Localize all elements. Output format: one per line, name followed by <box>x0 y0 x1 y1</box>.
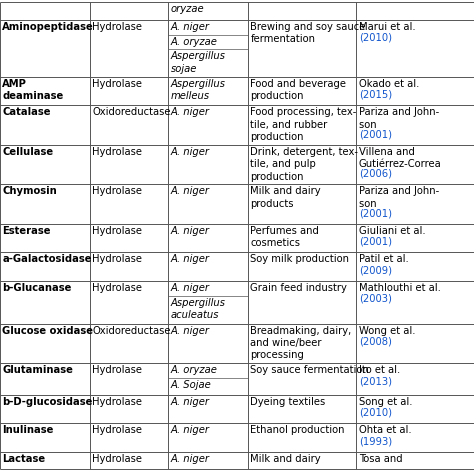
Text: A. niger: A. niger <box>171 22 210 32</box>
Text: Tosa and: Tosa and <box>359 454 402 464</box>
Text: Patil et al.: Patil et al. <box>359 254 412 264</box>
Text: Oxidoreductase: Oxidoreductase <box>92 326 171 336</box>
Text: Aspergillus
sojae: Aspergillus sojae <box>171 51 226 74</box>
Text: Glutaminase: Glutaminase <box>2 365 73 375</box>
Text: Soy milk production: Soy milk production <box>250 254 349 264</box>
Text: A. niger: A. niger <box>171 326 210 336</box>
Text: (1993): (1993) <box>359 436 392 446</box>
Text: Aminopeptidase: Aminopeptidase <box>2 22 94 32</box>
Text: (2015): (2015) <box>359 90 392 100</box>
Text: Dyeing textiles: Dyeing textiles <box>250 397 326 407</box>
Text: Food and beverage
production: Food and beverage production <box>250 79 346 101</box>
Text: Ohta et al.: Ohta et al. <box>359 425 415 435</box>
Text: (2010): (2010) <box>359 33 392 43</box>
Text: A. niger: A. niger <box>171 186 210 196</box>
Text: Soy sauce fermentation: Soy sauce fermentation <box>250 365 369 375</box>
Text: Chymosin: Chymosin <box>2 186 57 196</box>
Text: Inulinase: Inulinase <box>2 425 54 435</box>
Text: (2001): (2001) <box>359 129 392 139</box>
Text: A. niger: A. niger <box>171 147 210 157</box>
Text: Breadmaking, dairy,
and wine/beer
processing: Breadmaking, dairy, and wine/beer proces… <box>250 326 352 360</box>
Text: A. niger: A. niger <box>171 226 210 236</box>
Text: Mathlouthi et al.: Mathlouthi et al. <box>359 283 441 293</box>
Text: Catalase: Catalase <box>2 107 51 117</box>
Text: Marui et al.: Marui et al. <box>359 22 415 32</box>
Text: Pariza and John-
son: Pariza and John- son <box>359 107 439 130</box>
Text: (2010): (2010) <box>359 408 392 418</box>
Text: Grain feed industry: Grain feed industry <box>250 283 347 293</box>
Text: Brewing and soy sauce
fermentation: Brewing and soy sauce fermentation <box>250 22 365 44</box>
Text: (2013): (2013) <box>359 376 392 386</box>
Text: Drink, detergent, tex-
tile, and pulp
production: Drink, detergent, tex- tile, and pulp pr… <box>250 147 358 182</box>
Text: b-D-glucosidase: b-D-glucosidase <box>2 397 93 407</box>
Text: Hydrolase: Hydrolase <box>92 186 142 196</box>
Text: Hydrolase: Hydrolase <box>92 22 142 32</box>
Text: Aspergillus
aculeatus: Aspergillus aculeatus <box>171 298 226 320</box>
Text: Hydrolase: Hydrolase <box>92 397 142 407</box>
Text: AMP
deaminase: AMP deaminase <box>2 79 64 101</box>
Text: Hydrolase: Hydrolase <box>92 147 142 157</box>
Text: A. niger: A. niger <box>171 283 210 293</box>
Text: Cellulase: Cellulase <box>2 147 54 157</box>
Text: Hydrolase: Hydrolase <box>92 283 142 293</box>
Text: A. niger: A. niger <box>171 397 210 407</box>
Text: (2003): (2003) <box>359 294 392 304</box>
Text: Milk and dairy: Milk and dairy <box>250 454 321 464</box>
Text: A. Sojae: A. Sojae <box>171 380 211 390</box>
Text: A. niger: A. niger <box>171 254 210 264</box>
Text: A. niger: A. niger <box>171 107 210 117</box>
Text: b-Glucanase: b-Glucanase <box>2 283 72 293</box>
Text: a-Galactosidase: a-Galactosidase <box>2 254 92 264</box>
Text: Okado et al.: Okado et al. <box>359 79 419 89</box>
Text: Esterase: Esterase <box>2 226 51 236</box>
Text: Villena and
Gutiérrez-Correa: Villena and Gutiérrez-Correa <box>359 147 442 169</box>
Text: Giuliani et al.: Giuliani et al. <box>359 226 426 236</box>
Text: A. niger: A. niger <box>171 425 210 435</box>
Text: Pariza and John-
son: Pariza and John- son <box>359 186 439 209</box>
Text: Wong et al.: Wong et al. <box>359 326 415 336</box>
Text: (2008): (2008) <box>359 337 392 346</box>
Text: Perfumes and
cosmetics: Perfumes and cosmetics <box>250 226 319 248</box>
Text: Ito et al.: Ito et al. <box>359 365 403 375</box>
Text: Hydrolase: Hydrolase <box>92 454 142 464</box>
Text: (2006): (2006) <box>359 169 392 179</box>
Text: A. oryzae: A. oryzae <box>171 36 218 46</box>
Text: Glucose oxidase: Glucose oxidase <box>2 326 93 336</box>
Text: A. niger: A. niger <box>171 454 210 464</box>
Text: Oxidoreductase: Oxidoreductase <box>92 107 171 117</box>
Text: oryzae: oryzae <box>171 4 204 14</box>
Text: Hydrolase: Hydrolase <box>92 226 142 236</box>
Text: Hydrolase: Hydrolase <box>92 365 142 375</box>
Text: (2001): (2001) <box>359 237 392 247</box>
Text: Ethanol production: Ethanol production <box>250 425 345 435</box>
Text: Hydrolase: Hydrolase <box>92 79 142 89</box>
Text: Hydrolase: Hydrolase <box>92 425 142 435</box>
Text: (2009): (2009) <box>359 265 392 275</box>
Text: Food processing, tex-
tile, and rubber
production: Food processing, tex- tile, and rubber p… <box>250 107 356 142</box>
Text: A. oryzae: A. oryzae <box>171 365 218 375</box>
Text: (2001): (2001) <box>359 209 392 219</box>
Text: Lactase: Lactase <box>2 454 46 464</box>
Text: Milk and dairy
products: Milk and dairy products <box>250 186 321 209</box>
Text: Aspergillus
melleus: Aspergillus melleus <box>171 79 226 101</box>
Text: Hydrolase: Hydrolase <box>92 254 142 264</box>
Text: Song et al.: Song et al. <box>359 397 412 407</box>
